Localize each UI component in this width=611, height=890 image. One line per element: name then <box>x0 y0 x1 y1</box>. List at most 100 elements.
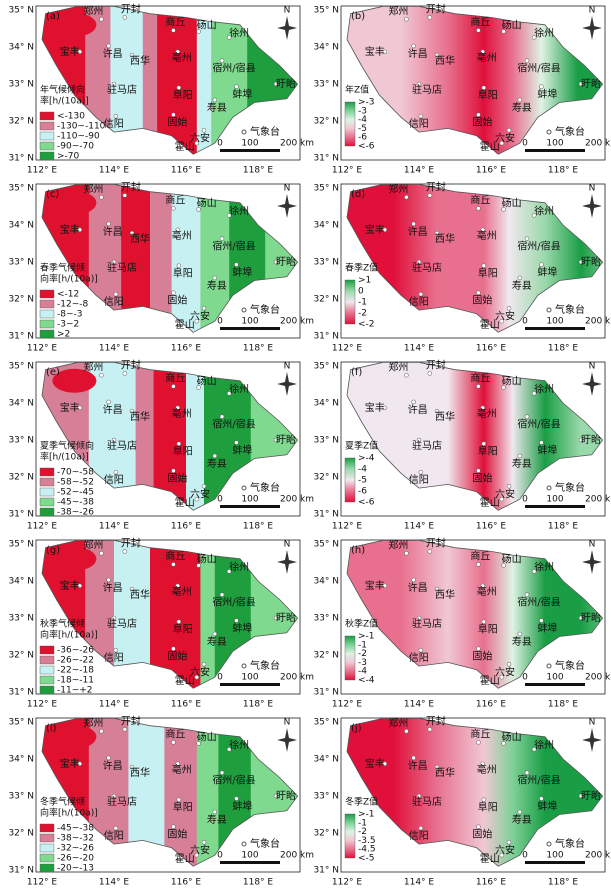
lat-tick-label: 32° N <box>8 117 34 127</box>
observatory-symbol <box>241 841 247 847</box>
north-arrow <box>582 16 602 40</box>
station-dot <box>506 484 512 489</box>
station-dot <box>77 227 83 233</box>
station-name: 宝丰 <box>365 579 385 592</box>
legend-swatch <box>39 655 55 665</box>
legend-label: -32~-26 <box>57 844 94 854</box>
station-name: 盱眙 <box>581 77 601 90</box>
station-dot <box>531 35 537 40</box>
basin-outline <box>346 717 604 867</box>
station-dot <box>196 385 201 390</box>
legend-label: >2 <box>57 330 70 340</box>
legend-swatch <box>39 497 55 507</box>
scale-bar <box>525 505 585 508</box>
station-dot <box>524 236 530 241</box>
station-name: 商丘 <box>470 727 490 740</box>
station-dot <box>416 793 422 799</box>
observatory-label: 气象台 <box>555 659 585 672</box>
zone <box>52 546 97 571</box>
lat-tick-label: 31° N <box>8 510 34 520</box>
scale-label: 0 <box>217 495 223 505</box>
station-dot <box>501 29 506 34</box>
lon-tick-label: 114° E <box>99 344 130 354</box>
lat-tick-label: 31° N <box>313 154 339 164</box>
north-arrow <box>277 728 297 752</box>
scale-label: 0 <box>522 139 528 149</box>
station-dot <box>517 453 523 459</box>
station-dot <box>481 797 487 802</box>
station-dot <box>476 384 481 389</box>
station-dot <box>129 230 135 236</box>
station-name: 许昌 <box>408 760 428 772</box>
station-name: 许昌 <box>408 404 428 416</box>
station-dot <box>476 468 481 473</box>
station-name: 开封 <box>121 2 141 15</box>
station-dot <box>481 263 487 268</box>
lon-tick-label: 112° E <box>27 522 58 532</box>
map-panel: 35° N 34° N 33° N 32° N 31° N 112° E 114° E 116… <box>8 2 314 175</box>
station-dot <box>404 17 409 22</box>
lon-tick-label: 112° E <box>332 522 363 532</box>
station-name: 阜阳 <box>173 267 193 280</box>
station-name: 信阳 <box>104 118 124 130</box>
station-name: 信阳 <box>104 474 124 486</box>
station-name: 宿州/宿县 <box>517 418 560 431</box>
station-dot <box>578 81 584 87</box>
station-dot <box>517 275 523 281</box>
station-dot <box>196 563 201 568</box>
station-dot <box>175 405 180 411</box>
legend-label: <-130 <box>57 112 85 122</box>
legend-label: -5 <box>358 124 367 134</box>
station-dot <box>219 592 225 597</box>
station-name: 固始 <box>167 472 187 485</box>
station-name: 固始 <box>472 828 492 841</box>
scale-label: 200 km <box>585 495 611 505</box>
legend-swatch <box>39 833 55 843</box>
station-dot <box>99 551 104 556</box>
station-dot <box>122 727 128 732</box>
lon-tick-label: 116° E <box>171 700 202 710</box>
station-dot <box>434 230 440 236</box>
station-dot <box>194 674 200 680</box>
station-name: 郑州 <box>83 716 103 729</box>
lat-tick-label: 35° N <box>8 184 34 194</box>
scale-label: 200 km <box>280 495 314 505</box>
station-name: 许昌 <box>103 760 123 772</box>
station-dot <box>501 563 506 568</box>
station-dot <box>481 441 487 446</box>
station-dot <box>524 414 530 419</box>
station-dot <box>476 824 481 829</box>
legend-label: -3~2 <box>57 320 79 330</box>
station-name: 阜阳 <box>173 89 193 102</box>
station-name: 亳州 <box>477 763 497 776</box>
lat-tick-label: 32° N <box>313 473 339 483</box>
station-name: 徐州 <box>534 26 554 39</box>
station-name: 西华 <box>435 54 455 67</box>
station-name: 驻马店 <box>107 439 137 452</box>
station-dot <box>416 615 422 621</box>
station-dot <box>480 49 485 55</box>
station-name: 驻马店 <box>412 261 442 274</box>
lat-tick-label: 34° N <box>313 755 339 765</box>
station-name: 西华 <box>130 588 150 601</box>
station-name: 蚌埠 <box>537 444 557 457</box>
station-name: 许昌 <box>408 48 428 60</box>
legend-label: -36~-26 <box>57 646 94 656</box>
legend-swatch <box>39 477 55 487</box>
station-name: 亳州 <box>477 229 497 242</box>
station-dot <box>122 549 128 554</box>
station-name: 六安 <box>495 309 515 322</box>
station-dot <box>219 414 225 419</box>
station-name: 郑州 <box>83 182 103 195</box>
legend-swatch <box>39 843 55 853</box>
lat-tick-label: 31° N <box>8 332 34 342</box>
legend-swatch <box>39 853 55 863</box>
station-dot <box>427 193 433 198</box>
station-name: 盱眙 <box>276 255 296 268</box>
station-name: 许昌 <box>103 582 123 594</box>
legend-label: >-1 <box>358 632 375 642</box>
station-name: 霍山 <box>480 497 500 509</box>
lon-tick-label: 112° E <box>332 166 363 176</box>
station-dot <box>382 405 388 411</box>
station-name: 寿县 <box>207 635 227 648</box>
